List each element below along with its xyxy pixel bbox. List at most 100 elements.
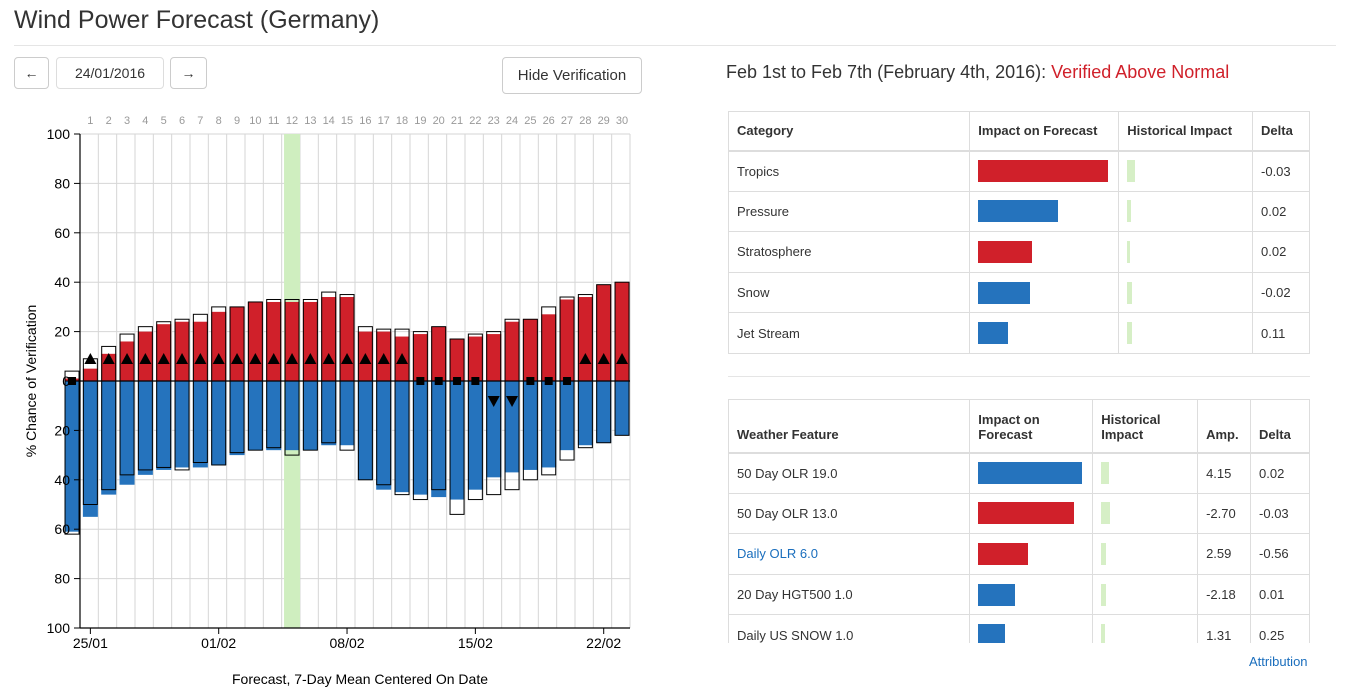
table-row: 50 Day OLR 13.0 -2.70 -0.03 (728, 492, 1310, 535)
title-divider (14, 45, 1336, 46)
bar-below (394, 381, 410, 493)
table-row: Stratosphere 0.02 (727, 231, 1310, 273)
y-tick-label: 80 (54, 571, 70, 587)
bar-below (137, 381, 153, 475)
impact-cell (969, 452, 1094, 494)
marker-up (84, 353, 97, 364)
top-axis-label: 26 (543, 115, 555, 127)
y-tick-label: 40 (54, 274, 70, 290)
impact-bar (978, 583, 1016, 606)
top-axis-label: 7 (197, 115, 203, 127)
x-tick-label: 25/01 (73, 635, 108, 651)
amp-cell: 1.31 (1197, 614, 1252, 643)
impact-cell (969, 271, 1120, 314)
row-name: 20 Day HGT500 1.0 (728, 573, 971, 616)
amp-cell: -2.18 (1197, 573, 1252, 616)
impact-bar (978, 322, 1009, 345)
bar-above (467, 336, 483, 381)
prev-date-button[interactable]: ← (14, 57, 49, 89)
marker-up (102, 353, 115, 364)
arrow-right-icon: → (181, 65, 196, 81)
attribution-link[interactable]: Attribution (1249, 654, 1308, 669)
y-tick-label: 100 (47, 620, 71, 636)
marker-up (231, 353, 244, 364)
table-row: Jet Stream 0.11 (727, 312, 1310, 354)
bar-above (522, 319, 538, 381)
impact-cell (969, 312, 1120, 354)
impact-cell (969, 533, 1094, 575)
historical-bar (1127, 240, 1131, 263)
impact-cell (969, 614, 1094, 643)
row-name[interactable]: Daily OLR 6.0 (728, 533, 971, 575)
marker-up (396, 353, 409, 364)
marker-up (157, 353, 170, 364)
marker-up (377, 353, 390, 364)
marker-down (506, 396, 519, 407)
top-axis-label: 8 (216, 115, 222, 127)
delta-cell: -0.03 (1252, 150, 1310, 192)
bar-below (412, 381, 428, 495)
top-axis-label: 16 (359, 115, 371, 127)
column-header-delta[interactable]: Delta (1252, 111, 1310, 152)
historical-cell (1092, 573, 1199, 616)
bar-above (321, 297, 337, 381)
table-row: Daily OLR 6.0 2.59 -0.56 (728, 533, 1310, 575)
marker-up (286, 353, 299, 364)
top-axis-label: 5 (161, 115, 167, 127)
bar-below (431, 381, 447, 498)
bar-below (577, 381, 593, 446)
table-row: Daily US SNOW 1.0 1.31 0.25 (728, 614, 1310, 643)
bar-above (266, 301, 282, 381)
bar-below (559, 381, 575, 451)
bar-above (504, 321, 520, 381)
marker-square (68, 377, 77, 385)
bar-below (614, 381, 630, 436)
top-axis-label: 23 (488, 115, 500, 127)
delta-cell: 0.25 (1250, 614, 1310, 643)
column-header-category[interactable]: Category (727, 111, 971, 152)
column-header-amp[interactable]: Amp. (1197, 399, 1252, 454)
column-header-impact[interactable]: Impact on Forecast (969, 399, 1094, 454)
historical-bar (1101, 502, 1111, 525)
hide-verification-button[interactable]: Hide Verification (502, 57, 642, 94)
historical-bar (1101, 542, 1107, 565)
row-name: Stratosphere (727, 231, 971, 273)
top-axis-label: 18 (396, 115, 408, 127)
bar-below (376, 381, 392, 490)
bar-below (504, 381, 520, 473)
period-heading-text: Feb 1st to Feb 7th (February 4th, 2016): (726, 62, 1052, 82)
x-axis-label: Forecast, 7-Day Mean Centered On Date (232, 671, 488, 687)
category-impact-table: Category Impact on Forecast Historical I… (727, 111, 1310, 354)
table-row: Tropics -0.03 (727, 150, 1310, 192)
historical-cell (1118, 271, 1254, 314)
marker-down (487, 396, 500, 407)
column-header-impact[interactable]: Impact on Forecast (969, 111, 1120, 152)
x-tick-label: 01/02 (201, 635, 236, 651)
top-axis-label: 30 (616, 115, 628, 127)
bar-below (266, 381, 282, 451)
table-row: 20 Day HGT500 1.0 -2.18 0.01 (728, 573, 1310, 616)
marker-up (597, 353, 610, 364)
feature-table-scroll[interactable]: Weather Feature Impact on Forecast Histo… (728, 399, 1312, 643)
delta-cell: 0.02 (1252, 190, 1310, 233)
bar-below (339, 381, 355, 446)
top-axis-label: 19 (414, 115, 426, 127)
column-header-historical[interactable]: Historical Impact (1092, 399, 1199, 454)
delta-cell: 0.02 (1252, 231, 1310, 273)
bar-below (82, 381, 98, 517)
column-header-historical[interactable]: Historical Impact (1118, 111, 1254, 152)
x-tick-label: 08/02 (330, 635, 365, 651)
historical-bar (1101, 624, 1106, 643)
column-header-delta[interactable]: Delta (1250, 399, 1310, 454)
y-tick-label: 80 (54, 175, 70, 191)
next-date-button[interactable]: → (170, 57, 207, 89)
historical-cell (1118, 150, 1254, 192)
bar-below (486, 381, 502, 478)
bar-above (339, 297, 355, 381)
marker-up (322, 353, 335, 364)
date-display[interactable]: 24/01/2016 (56, 57, 164, 89)
historical-bar (1127, 200, 1132, 223)
top-axis-label: 17 (378, 115, 390, 127)
historical-cell (1092, 614, 1199, 643)
column-header-feature[interactable]: Weather Feature (728, 399, 971, 454)
